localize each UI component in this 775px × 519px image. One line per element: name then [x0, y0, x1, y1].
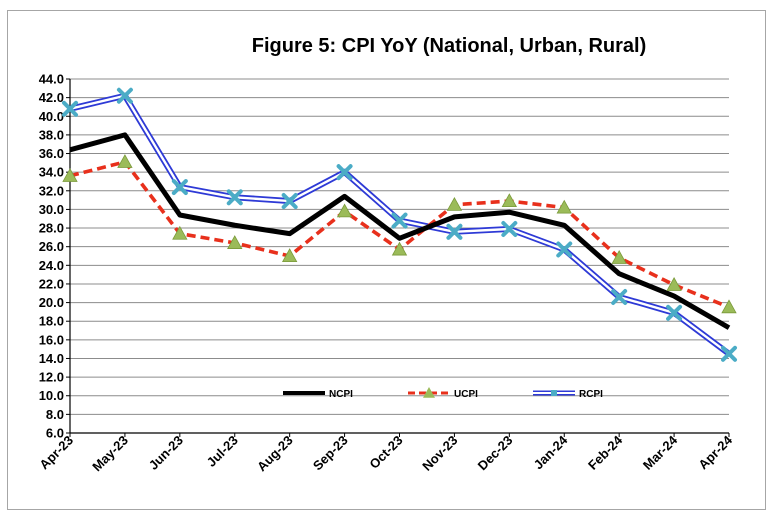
y-tick-label: 18.0 — [39, 314, 64, 329]
legend-marker — [551, 390, 557, 396]
rcpi-point-stroke — [62, 100, 78, 117]
ucpi-point — [227, 235, 243, 249]
y-tick-label: 28.0 — [39, 221, 64, 236]
legend-item-rcpi: RCPI — [533, 389, 603, 400]
rcpi-point — [226, 189, 243, 206]
y-tick-label: 30.0 — [39, 202, 64, 217]
legend-label: UCPI — [454, 389, 478, 400]
x-tick-label: Oct-23 — [366, 433, 405, 472]
legend-item-ucpi: UCPI — [408, 387, 478, 400]
series-lines — [62, 87, 737, 362]
rcpi-point-stroke — [666, 304, 683, 321]
ucpi-point — [172, 225, 188, 240]
rcpi-point-stroke — [171, 179, 188, 196]
ucpi-point — [556, 199, 572, 214]
rcpi-point-stroke — [116, 87, 133, 104]
rcpi-point — [446, 223, 463, 240]
rcpi-point — [501, 220, 518, 237]
x-tick-label: May-23 — [89, 433, 131, 475]
x-tick-label: Feb-24 — [585, 432, 626, 473]
rcpi-point — [281, 193, 298, 210]
chart-title: Figure 5: CPI YoY (National, Urban, Rura… — [252, 35, 647, 57]
ucpi-line — [69, 159, 730, 309]
y-tick-label: 44.0 — [39, 72, 64, 87]
cpi-line-chart: Figure 5: CPI YoY (National, Urban, Rura… — [36, 35, 737, 475]
ncpi-line — [69, 132, 731, 330]
legend-marker — [423, 387, 435, 398]
rcpi-point-stroke — [556, 241, 573, 258]
legend: NCPI UCPI RCPI — [283, 387, 603, 400]
rcpi-point-stroke — [721, 345, 737, 362]
legend-label: RCPI — [579, 389, 603, 400]
ucpi-point — [62, 168, 78, 182]
rcpi-point — [666, 304, 683, 321]
legend-item-ncpi: NCPI — [283, 389, 353, 400]
ucpi-point — [721, 299, 737, 314]
y-tick-label: 10.0 — [39, 388, 64, 403]
rcpi-point — [171, 179, 188, 196]
y-tick-label: 12.0 — [39, 370, 64, 385]
rcpi-point-stroke — [611, 288, 628, 305]
y-tick-label: 42.0 — [39, 90, 64, 105]
y-tick-label: 40.0 — [39, 109, 64, 124]
x-tick-label: Aug-23 — [254, 433, 296, 475]
chart-frame: Figure 5: CPI YoY (National, Urban, Rura… — [7, 10, 766, 510]
rcpi-point — [391, 212, 408, 229]
rcpi-point-stroke — [391, 212, 408, 229]
rcpi-point — [611, 288, 628, 305]
rcpi-point-stroke — [446, 223, 463, 240]
y-tick-label: 24.0 — [39, 258, 64, 273]
x-tick-label: Mar-24 — [640, 432, 681, 473]
y-tick-label: 36.0 — [39, 146, 64, 161]
x-tick-label: Apr-24 — [695, 432, 735, 472]
gridlines — [70, 78, 729, 434]
y-tick-label: 16.0 — [39, 332, 64, 347]
rcpi-point-stroke — [336, 164, 353, 181]
rcpi-point — [721, 345, 737, 362]
x-tick-label: Nov-23 — [419, 433, 460, 474]
rcpi-point — [116, 87, 133, 104]
x-tick-label: Sep-23 — [310, 433, 351, 474]
y-tick-label: 34.0 — [39, 165, 64, 180]
x-tick-label: Jul-23 — [204, 433, 241, 470]
x-tick-label: Dec-23 — [475, 433, 516, 474]
rcpi-point — [62, 100, 78, 117]
ucpi-point — [446, 196, 463, 211]
ucpi-point — [611, 250, 627, 264]
rcpi-point-stroke — [501, 220, 518, 237]
ucpi-point — [666, 277, 682, 291]
rcpi-point — [336, 164, 353, 181]
legend-label: NCPI — [329, 389, 353, 400]
y-tick-label: 8.0 — [46, 407, 64, 422]
y-tick-label: 6.0 — [46, 426, 64, 441]
y-tick-label: 38.0 — [39, 127, 64, 142]
ucpi-point — [281, 248, 298, 263]
y-tick-label: 22.0 — [39, 276, 64, 291]
ucpi-point — [117, 154, 133, 168]
y-tick-label: 32.0 — [39, 183, 64, 198]
ucpi-point — [391, 241, 408, 256]
ucpi-point — [336, 203, 353, 218]
y-tick-label: 14.0 — [39, 351, 64, 366]
rcpi-point-stroke — [226, 189, 243, 206]
rcpi-point — [556, 241, 573, 258]
ucpi-point — [501, 193, 518, 208]
x-tick-label: Jan-24 — [531, 432, 571, 472]
y-tick-label: 20.0 — [39, 295, 64, 310]
rcpi-point-stroke — [281, 193, 298, 210]
x-tick-label: Jun-23 — [146, 433, 186, 473]
y-tick-label: 26.0 — [39, 239, 64, 254]
